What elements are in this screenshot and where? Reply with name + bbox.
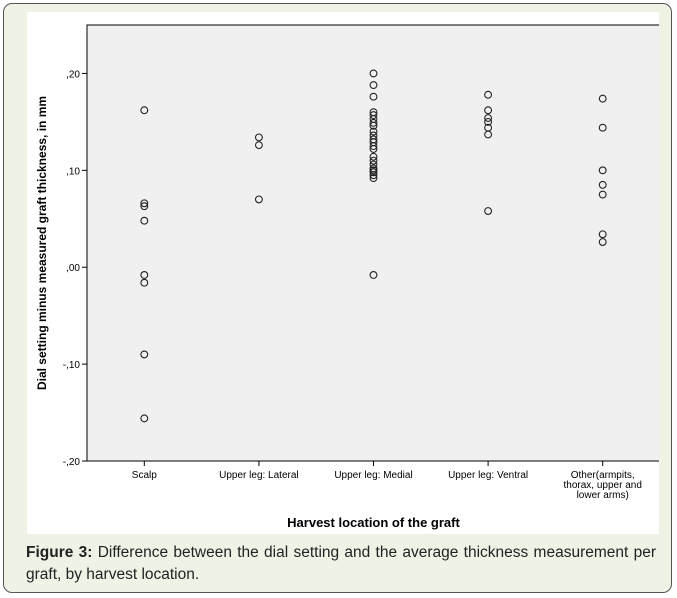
data-point	[369, 171, 378, 180]
data-point	[369, 92, 378, 101]
data-point	[369, 142, 378, 151]
x-tick-label: Other(armpits, thorax, upper and lower arm…	[564, 470, 642, 501]
x-tick-label-line: Upper leg: Ventral	[448, 470, 528, 481]
data-point	[254, 195, 263, 204]
x-tick-label: Upper leg: Ventral	[448, 470, 528, 481]
data-point	[598, 230, 607, 239]
figure-frame: -,20 -,10 ,00 ,10 ,20 Scalp Upper leg: Lateral…	[3, 3, 672, 593]
data-point	[369, 152, 378, 161]
data-point	[598, 166, 607, 175]
x-tick-label: Scalp	[132, 470, 157, 481]
data-point	[369, 160, 378, 169]
data-point	[598, 190, 607, 199]
data-point	[369, 271, 378, 279]
data-point	[369, 145, 378, 153]
data-point	[484, 106, 493, 115]
x-tick-label: Upper leg: Lateral	[219, 470, 299, 481]
x-tick-label: Upper leg: Medial	[334, 470, 412, 481]
data-point	[369, 156, 378, 165]
data-point	[369, 168, 378, 177]
data-point	[140, 414, 149, 423]
data-point	[598, 123, 607, 132]
data-point	[369, 118, 378, 127]
x-axis-title: Harvest location of the graft	[287, 515, 460, 530]
data-point	[140, 216, 149, 225]
y-tick-label: ,10	[66, 166, 80, 177]
data-point	[484, 130, 493, 139]
y-tick-label: ,00	[66, 263, 80, 274]
data-point	[598, 94, 607, 103]
data-point	[369, 121, 378, 130]
figure-caption: Figure 3: Difference between the dial se…	[26, 542, 656, 586]
data-point	[140, 271, 149, 279]
x-tick-label-line: Other(armpits,	[571, 470, 635, 481]
x-tick-label-line: thorax, upper and	[564, 480, 642, 491]
x-tick-label-line: lower arms)	[577, 490, 629, 501]
y-tick-label: ,20	[66, 69, 80, 80]
data-point	[140, 350, 149, 359]
data-point	[369, 174, 378, 183]
y-tick-label: -,20	[63, 457, 81, 468]
data-point	[598, 180, 607, 189]
data-point	[369, 69, 378, 78]
data-point	[254, 133, 263, 142]
x-tick-label-line: Scalp	[132, 470, 157, 481]
data-point	[369, 127, 378, 136]
data-point	[140, 202, 149, 211]
y-axis-title: Dial setting minus measured graft thickn…	[35, 96, 49, 390]
data-point	[484, 90, 493, 99]
caption-text: Difference between the dial setting and …	[26, 544, 656, 583]
data-point	[484, 117, 493, 126]
scatter-chart: -,20 -,10 ,00 ,10 ,20 Scalp Upper leg: Lateral…	[35, 24, 661, 530]
data-point	[140, 106, 149, 115]
x-tick-label-line: Upper leg: Lateral	[219, 470, 299, 481]
data-point	[484, 207, 493, 215]
data-point	[369, 81, 378, 90]
data-point	[254, 141, 263, 150]
chart-area: -,20 -,10 ,00 ,10 ,20 Scalp Upper leg: Lateral…	[27, 12, 661, 534]
data-point	[140, 199, 149, 208]
caption-label: Figure 3:	[26, 544, 93, 561]
data-point	[369, 111, 378, 120]
x-tick-label-line: Upper leg: Medial	[334, 470, 412, 481]
y-tick-label: -,10	[63, 360, 81, 371]
plot-area	[86, 24, 661, 462]
data-point	[140, 278, 149, 287]
data-point	[598, 238, 607, 246]
data-point	[484, 114, 493, 122]
